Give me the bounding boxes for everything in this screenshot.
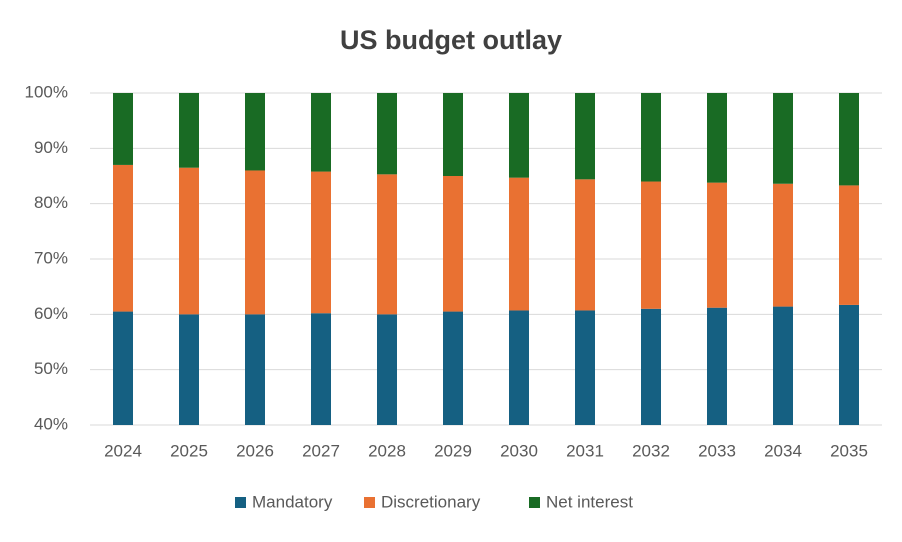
legend-swatch (364, 497, 375, 508)
y-tick-label: 60% (34, 304, 68, 323)
bar-segment (707, 182, 727, 308)
y-tick-label: 40% (34, 414, 68, 433)
bar-segment (575, 310, 595, 425)
bar-segment (443, 93, 463, 176)
y-tick-label: 90% (34, 138, 68, 157)
bar-segment (113, 93, 133, 165)
x-tick-label: 2029 (434, 441, 472, 460)
bar-segment (245, 93, 265, 171)
x-tick-label: 2024 (104, 441, 142, 460)
bar-segment (377, 314, 397, 425)
bar-segment (641, 308, 661, 425)
bar-segment (443, 311, 463, 425)
bar-segment (575, 93, 595, 180)
legend-label: Mandatory (252, 492, 333, 511)
bar-segment (575, 179, 595, 311)
x-tick-label: 2034 (764, 441, 802, 460)
x-tick-label: 2028 (368, 441, 406, 460)
bar-segment (773, 183, 793, 307)
bar-segment (707, 307, 727, 425)
bar-segment (311, 171, 331, 314)
legend-label: Discretionary (381, 492, 481, 511)
y-tick-label: 50% (34, 359, 68, 378)
bar-segment (377, 93, 397, 175)
bar-segment (179, 314, 199, 425)
x-tick-label: 2033 (698, 441, 736, 460)
bar-segment (311, 93, 331, 172)
x-tick-label: 2025 (170, 441, 208, 460)
bar-segment (509, 310, 529, 425)
bar-segment (641, 181, 661, 309)
x-tick-label: 2027 (302, 441, 340, 460)
legend-swatch (529, 497, 540, 508)
bar-segment (179, 167, 199, 315)
legend-swatch (235, 497, 246, 508)
x-tick-label: 2032 (632, 441, 670, 460)
bar-segment (509, 93, 529, 178)
bar-segment (839, 304, 859, 425)
bar-segment (707, 93, 727, 183)
legend-label: Net interest (546, 492, 633, 511)
bar-segment (443, 176, 463, 312)
bar-segment (839, 185, 859, 305)
bar-segment (509, 177, 529, 311)
bar-segment (377, 174, 397, 315)
bar-segment (113, 311, 133, 425)
bar-segment (113, 164, 133, 312)
bar-segment (179, 93, 199, 168)
bar-segment (773, 306, 793, 425)
bar-segment (839, 93, 859, 186)
bar-segment (311, 313, 331, 425)
chart-title: US budget outlay (340, 25, 562, 55)
bar-segment (773, 93, 793, 184)
x-tick-label: 2035 (830, 441, 868, 460)
y-tick-label: 80% (34, 193, 68, 212)
y-tick-label: 70% (34, 248, 68, 267)
bar-segment (641, 93, 661, 182)
x-tick-label: 2026 (236, 441, 274, 460)
x-tick-label: 2030 (500, 441, 538, 460)
y-tick-label: 100% (25, 82, 68, 101)
bar-segment (245, 170, 265, 315)
x-tick-label: 2031 (566, 441, 604, 460)
bar-segment (245, 314, 265, 425)
